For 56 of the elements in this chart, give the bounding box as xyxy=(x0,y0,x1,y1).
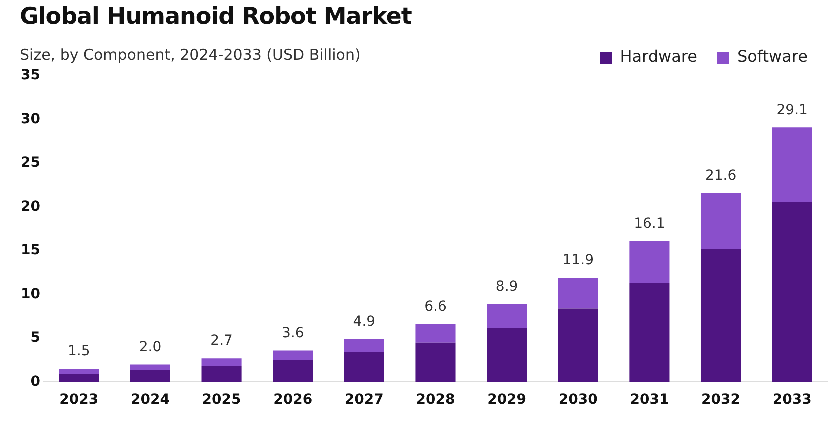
y-tick-label: 15 xyxy=(21,242,40,259)
bar xyxy=(273,350,314,360)
total-label: 11.9 xyxy=(562,252,594,269)
bar xyxy=(487,328,528,382)
y-tick-label: 20 xyxy=(21,198,41,215)
x-tick-label: 2026 xyxy=(274,392,313,408)
total-label: 21.6 xyxy=(705,168,737,184)
bar xyxy=(344,352,384,382)
total-label: 16.1 xyxy=(634,216,666,232)
total-label: 8.9 xyxy=(496,278,518,295)
total-label: 6.6 xyxy=(424,299,447,316)
bar xyxy=(772,202,812,382)
x-tick-label: 2023 xyxy=(60,392,99,408)
x-tick-label: 2027 xyxy=(344,392,384,408)
bar xyxy=(487,304,528,328)
bar xyxy=(202,358,242,366)
bar xyxy=(558,278,598,309)
x-tick-label: 2032 xyxy=(702,392,741,408)
bar xyxy=(202,366,242,382)
y-tick-label: 0 xyxy=(30,374,41,390)
y-tick-label: 10 xyxy=(21,286,41,302)
bar xyxy=(416,342,456,382)
legend-label: Hardware xyxy=(620,47,698,66)
bar xyxy=(59,374,100,382)
bar xyxy=(772,128,812,202)
x-tick-label: 2028 xyxy=(416,392,456,408)
legend-label: Software xyxy=(737,47,808,66)
bar xyxy=(700,193,742,250)
total-label: 1.5 xyxy=(68,344,90,360)
bar xyxy=(130,370,170,382)
x-tick-label: 2025 xyxy=(202,392,242,408)
total-label: 4.9 xyxy=(353,314,376,330)
x-tick-label: 2031 xyxy=(630,392,670,408)
bar xyxy=(630,283,670,382)
y-tick-label: 30 xyxy=(21,111,41,128)
bar xyxy=(344,339,384,352)
bar xyxy=(59,369,100,374)
bar xyxy=(130,364,170,370)
x-tick-label: 2030 xyxy=(558,392,598,408)
y-tick-label: 35 xyxy=(21,68,40,84)
bar xyxy=(273,360,314,382)
chart-title: Global Humanoid Robot Market xyxy=(20,4,412,30)
x-tick-label: 2024 xyxy=(130,392,170,408)
x-tick-label: 2033 xyxy=(772,392,812,408)
total-label: 2.0 xyxy=(139,339,162,356)
total-label: 2.7 xyxy=(210,333,233,350)
y-tick-label: 25 xyxy=(21,155,40,172)
bar xyxy=(558,308,598,382)
x-tick-label: 2029 xyxy=(488,392,527,408)
bar xyxy=(700,249,742,382)
bar xyxy=(416,324,456,343)
total-label: 29.1 xyxy=(776,102,808,118)
bar xyxy=(630,241,670,284)
y-tick-label: 5 xyxy=(30,330,40,346)
total-label: 3.6 xyxy=(282,325,304,342)
chart-subtitle: Size, by Component, 2024-2033 (USD Billion) xyxy=(20,46,361,64)
